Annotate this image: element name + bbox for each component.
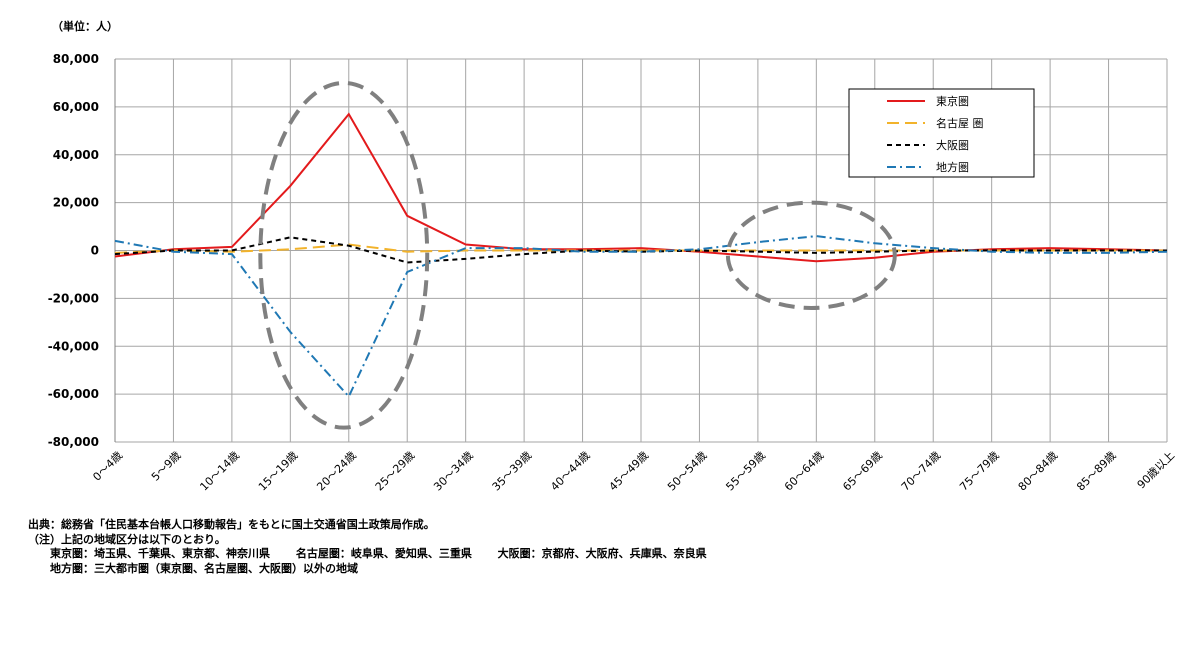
x-tick-label: 50～54歳	[665, 449, 710, 494]
x-tick-label: 45～49歳	[607, 449, 652, 494]
line-chart: 80,000 60,000 40,000 20,000 0 -20,000 -40,000 -…	[48, 52, 1177, 494]
unit-label: （単位：人）	[52, 20, 118, 33]
x-tick-label: 35～39歳	[490, 449, 535, 494]
note-regions-1: 東京圏：埼玉県、千葉県、東京都、神奈川県 名古屋圏：岐阜県、愛知県、三重県 大阪…	[28, 547, 707, 560]
note-regions-2: 地方圏：三大都市圏（東京圏、名古屋圏、大阪圏）以外の地域	[28, 561, 358, 575]
y-tick-label: 0	[91, 244, 99, 258]
y-tick-label: -80,000	[48, 435, 99, 449]
legend-label-3: 地方圏	[936, 160, 969, 174]
x-tick-label: 10～14歳	[197, 449, 242, 494]
x-tick-label: 0～4歳	[90, 449, 125, 484]
x-tick-label: 5～9歳	[149, 449, 184, 484]
legend-label-2: 大阪圏	[936, 138, 969, 152]
x-tick-label: 85～89歳	[1074, 449, 1119, 494]
legend-label-0: 東京圏	[936, 94, 969, 108]
note-heading: （注）上記の地域区分は以下のとおり。	[28, 532, 226, 546]
y-tick-label: -20,000	[48, 291, 99, 305]
x-tick-label: 40～44歳	[548, 449, 593, 494]
x-tick-label: 55～59歳	[723, 449, 768, 494]
x-tick-label: 20～24歳	[314, 449, 359, 494]
note-source: 出典：総務省「住民基本台帳人口移動報告」をもとに国土交通省国土政策局作成。	[28, 518, 435, 531]
x-tick-label: 65～69歳	[840, 449, 885, 494]
legend-label-1: 名古屋 圏	[936, 116, 984, 130]
y-axis-tick-labels: 80,000 60,000 40,000 20,000 0 -20,000 -40,000 -…	[48, 52, 99, 449]
series-line-1	[114, 243, 1167, 254]
x-tick-label: 60～64歳	[782, 449, 827, 494]
x-axis-tick-labels: 0～4歳 5～9歳 10～14歳 15～19歳 20～24歳 25～29歳 30～34歳 35…	[90, 449, 1177, 494]
y-tick-label: 20,000	[53, 196, 99, 210]
x-tick-label: 80～84歳	[1016, 449, 1061, 494]
series-line-0	[114, 112, 1168, 263]
x-tick-label: 70～74歳	[899, 449, 944, 494]
y-tick-label: 60,000	[53, 100, 99, 114]
legend-box	[848, 88, 1035, 178]
x-tick-label: 75～79歳	[957, 449, 1002, 494]
x-tick-label: 15～19歳	[256, 449, 301, 494]
y-tick-label: 80,000	[53, 52, 99, 66]
y-tick-label: -60,000	[48, 387, 99, 401]
annotation-ellipses	[258, 80, 897, 430]
x-tick-label: 90歳以上	[1135, 449, 1177, 491]
annotation-ellipse-1	[725, 200, 897, 310]
annotation-ellipse-0	[258, 80, 430, 430]
notes: 出典：総務省「住民基本台帳人口移動報告」をもとに国土交通省国土政策局作成。 （注…	[28, 518, 707, 576]
series-line-3	[114, 235, 1168, 399]
series-lines	[114, 112, 1168, 399]
y-tick-label: 40,000	[53, 148, 99, 162]
y-tick-label: -40,000	[48, 339, 99, 353]
x-tick-label: 25～29歳	[373, 449, 418, 494]
x-tick-label: 30～34歳	[431, 449, 476, 494]
